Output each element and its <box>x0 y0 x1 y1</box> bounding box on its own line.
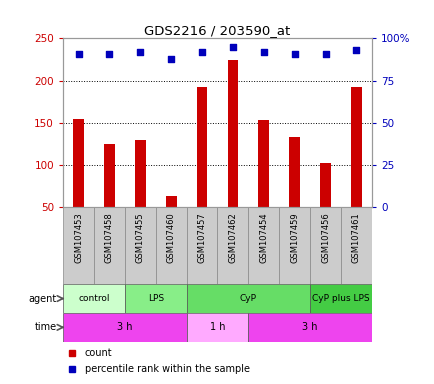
Text: LPS: LPS <box>147 294 164 303</box>
Text: GSM107456: GSM107456 <box>320 212 329 263</box>
Bar <box>319 162 330 250</box>
Bar <box>258 120 269 250</box>
Text: agent: agent <box>29 293 57 304</box>
Point <box>137 49 144 55</box>
Bar <box>279 207 309 284</box>
Text: GSM107460: GSM107460 <box>166 212 175 263</box>
Bar <box>186 284 309 313</box>
Text: GSM107459: GSM107459 <box>289 212 299 263</box>
Text: percentile rank within the sample: percentile rank within the sample <box>85 364 249 374</box>
Bar <box>350 86 361 250</box>
Bar <box>94 207 125 284</box>
Bar <box>217 207 248 284</box>
Bar <box>289 137 299 250</box>
Title: GDS2216 / 203590_at: GDS2216 / 203590_at <box>144 24 290 37</box>
Bar <box>227 60 238 250</box>
Bar <box>125 207 155 284</box>
Text: GSM107462: GSM107462 <box>228 212 237 263</box>
Bar <box>135 140 145 250</box>
Text: 1 h: 1 h <box>209 322 225 333</box>
Bar <box>125 284 186 313</box>
Point <box>229 44 236 50</box>
Text: GSM107454: GSM107454 <box>259 212 268 263</box>
Text: GSM107458: GSM107458 <box>105 212 114 263</box>
Text: CyP: CyP <box>239 294 256 303</box>
Point <box>168 56 174 62</box>
Bar <box>155 207 186 284</box>
Bar <box>248 313 371 342</box>
Text: GSM107457: GSM107457 <box>197 212 206 263</box>
Text: time: time <box>35 322 57 333</box>
Text: control: control <box>78 294 109 303</box>
Point <box>291 51 298 57</box>
Bar <box>63 207 94 284</box>
Bar <box>165 196 176 250</box>
Text: GSM107461: GSM107461 <box>351 212 360 263</box>
Text: GSM107453: GSM107453 <box>74 212 83 263</box>
Bar <box>186 313 248 342</box>
Bar <box>186 207 217 284</box>
Point <box>260 49 266 55</box>
Text: 3 h: 3 h <box>117 322 132 333</box>
Bar <box>73 119 84 250</box>
Text: 3 h: 3 h <box>302 322 317 333</box>
Text: CyP plus LPS: CyP plus LPS <box>312 294 369 303</box>
Point <box>75 51 82 57</box>
Text: GSM107455: GSM107455 <box>135 212 145 263</box>
Bar <box>248 207 279 284</box>
Bar <box>104 144 115 250</box>
Bar <box>63 284 125 313</box>
Bar <box>63 313 186 342</box>
Bar <box>309 284 371 313</box>
Bar <box>340 207 371 284</box>
Bar <box>196 88 207 250</box>
Point <box>198 49 205 55</box>
Point <box>352 47 359 53</box>
Text: count: count <box>85 348 112 358</box>
Point <box>322 51 329 57</box>
Bar <box>309 207 340 284</box>
Point <box>106 51 113 57</box>
